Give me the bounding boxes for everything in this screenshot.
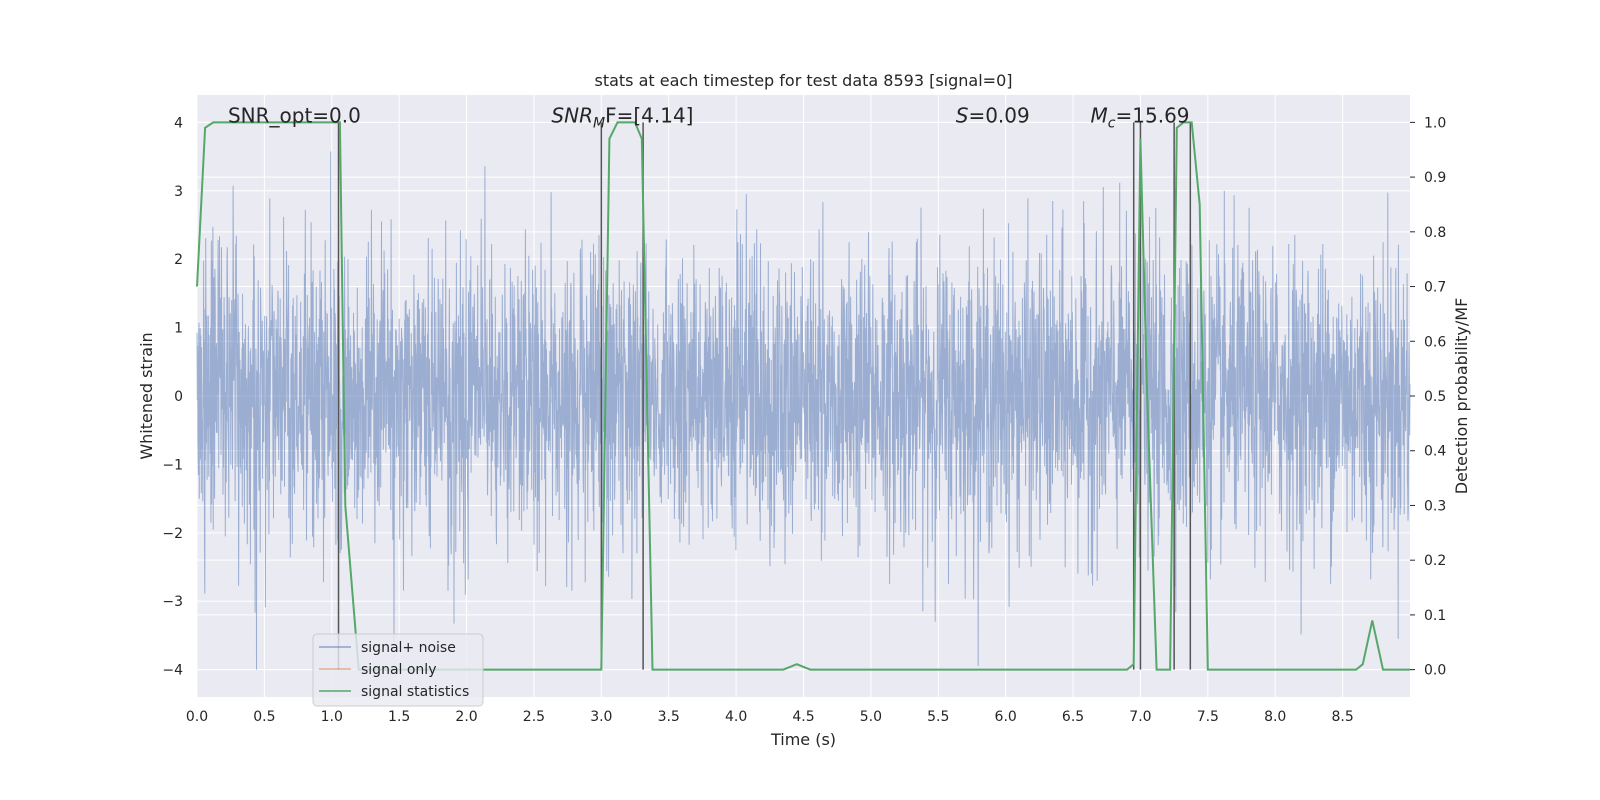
y-axis-label-left: Whitened strain (137, 332, 156, 459)
x-tick-label: 3.5 (658, 709, 680, 725)
axis-ticks: 0.0 0.5 1.0 1.5 2.0 2.5 3.0 3.5 4.0 4.5 5.0 5.5 6.0 6… (162, 115, 1446, 725)
y-tick-label-left: −2 (162, 526, 183, 542)
x-tick-label: 5.0 (860, 709, 882, 725)
y-tick-label-left: 1 (174, 321, 183, 337)
legend-label-signal-plus-noise: signal+ noise (361, 640, 456, 656)
y-tick-label-left: 0 (174, 389, 183, 405)
legend-box (312, 633, 484, 707)
x-tick-label: 4.0 (725, 709, 747, 725)
y-tick-label-left: 3 (174, 184, 183, 200)
y-tick-label-left: 2 (174, 252, 183, 268)
x-tick-label: 5.5 (927, 709, 949, 725)
x-tick-label: 6.0 (995, 709, 1017, 725)
x-tick-label: 3.0 (590, 709, 612, 725)
y-tick-label-right: 0.5 (1424, 389, 1446, 405)
y-tick-label-right: 0.6 (1424, 334, 1446, 350)
y-tick-label-right: 0.9 (1424, 170, 1446, 186)
y-tick-label-right: 0.0 (1424, 663, 1446, 679)
x-tick-label: 4.5 (792, 709, 814, 725)
legend-label-signal-statistics: signal statistics (361, 684, 469, 700)
noise-line (196, 151, 1411, 670)
x-tick-label: 0.0 (186, 709, 208, 725)
y-tick-label-right: 0.8 (1424, 225, 1446, 241)
x-tick-label: 6.5 (1062, 709, 1084, 725)
x-tick-label: 0.5 (253, 709, 275, 725)
legend-label-signal-only: signal only (361, 662, 436, 678)
series-signal-statistics (196, 121, 1410, 671)
y-tick-label-left: −4 (162, 663, 183, 679)
x-tick-label: 8.5 (1331, 709, 1353, 725)
y-tick-label-right: 0.3 (1424, 498, 1446, 514)
x-tick-label: 1.0 (321, 709, 343, 725)
annotation-snr-opt: SNR_opt=0.0 (228, 103, 361, 127)
x-tick-label: 7.5 (1197, 709, 1219, 725)
y-tick-label-left: −3 (162, 594, 183, 610)
annotations: SNR_opt=0.0 SNRMF=[4.14] S=0.09 Mc=15.69 (228, 103, 1190, 131)
x-tick-label: 2.0 (455, 709, 477, 725)
x-tick-label: 8.0 (1264, 709, 1286, 725)
y-tick-label-right: 0.4 (1424, 444, 1446, 460)
x-axis-label: Time (s) (770, 730, 836, 749)
y-tick-label-left: −1 (162, 457, 183, 473)
x-tick-label: 1.5 (388, 709, 410, 725)
x-tick-label: 7.0 (1129, 709, 1151, 725)
y-axis-label-right: Detection probability/MF (1452, 298, 1471, 495)
y-tick-label-right: 0.7 (1424, 280, 1446, 296)
y-tick-label-right: 0.2 (1424, 553, 1446, 569)
x-tick-label: 2.5 (523, 709, 545, 725)
annotation-snr-mf: SNRMF=[4.14] (551, 103, 693, 131)
annotation-s: S=0.09 (956, 103, 1030, 127)
y-tick-label-right: 0.1 (1424, 608, 1446, 624)
signal-statistics-line (196, 121, 1410, 671)
series-signal-plus-noise (196, 151, 1411, 670)
chart-title: stats at each timestep for test data 859… (594, 71, 1012, 90)
y-tick-label-left: 4 (174, 115, 183, 131)
y-tick-label-right: 1.0 (1424, 115, 1446, 131)
legend: signal+ noise signal only signal statist… (312, 633, 484, 707)
annotation-mc: Mc=15.69 (1091, 103, 1190, 131)
